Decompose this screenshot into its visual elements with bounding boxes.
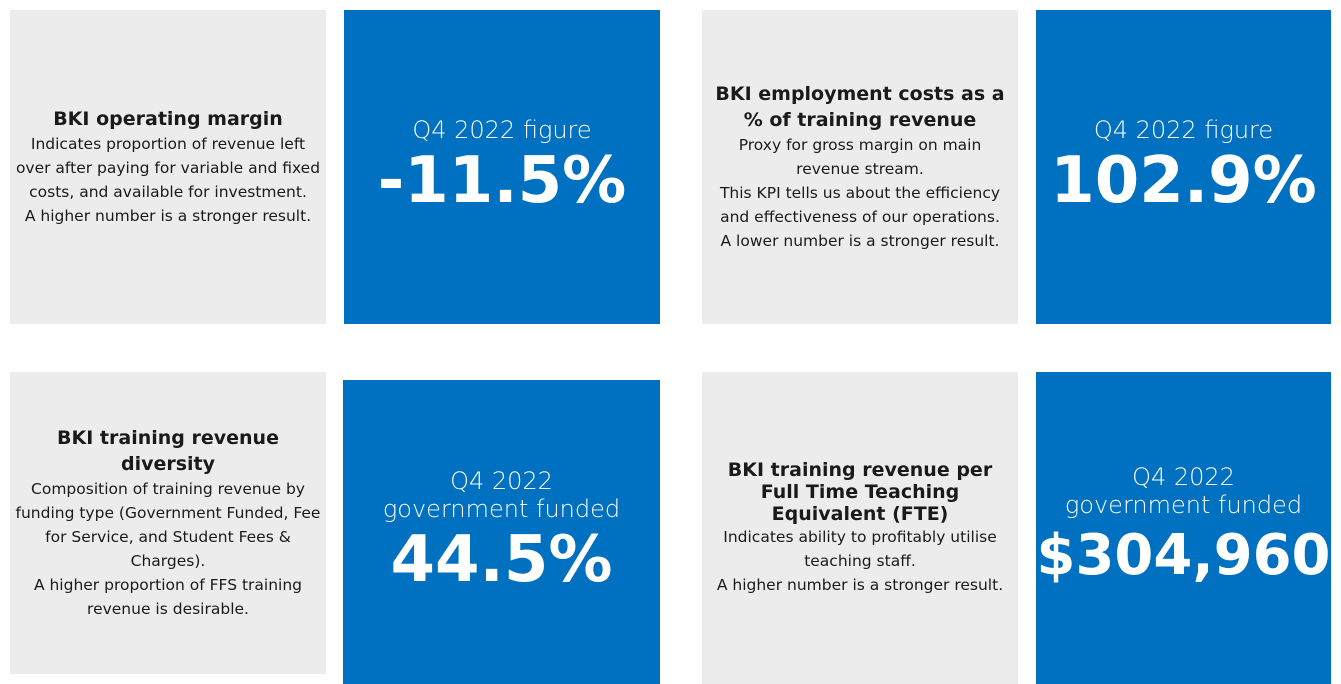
figure-value: -11.5% — [377, 144, 627, 218]
text: A higher proportion of FFS training reve… — [33, 576, 303, 618]
kpi-info: BKI training revenue diversity Compositi… — [10, 372, 326, 674]
kpi-figure: Q4 2022 government funded $304,960 — [1036, 372, 1331, 684]
figure-label: Q4 2022 figure — [412, 116, 592, 144]
figure-label: Q4 2022 — [1132, 463, 1235, 491]
text: Indicates proportion of revenue left ove… — [15, 135, 321, 201]
kpi-description: Indicates ability to profitably utilise … — [714, 525, 1006, 597]
figure-label: government funded — [1064, 491, 1303, 519]
kpi-description: Indicates proportion of revenue left ove… — [14, 132, 322, 228]
text: A lower number is a stronger result. — [720, 232, 1000, 250]
figure-value: $304,960 — [1036, 523, 1331, 588]
kpi-title: BKI training revenue per Full Time Teach… — [727, 459, 993, 525]
kpi-title: BKI employment costs as a % of training … — [715, 83, 1005, 131]
kpi-info: BKI operating margin Indicates proportio… — [10, 10, 326, 324]
kpi-figure: Q4 2022 figure -11.5% — [344, 10, 660, 324]
kpi-figure: Q4 2022 government funded 44.5% — [343, 380, 660, 684]
kpi-title: BKI operating margin — [53, 108, 283, 130]
text: A higher number is a stronger result. — [24, 207, 312, 225]
text: Indicates ability to profitably utilise … — [723, 528, 997, 570]
figure-value: 44.5% — [390, 523, 613, 597]
figure-label: government funded — [382, 495, 621, 523]
kpi-description: Composition of training revenue by fundi… — [14, 477, 322, 621]
text: Proxy for gross margin on main revenue s… — [738, 136, 982, 178]
kpi-info: BKI training revenue per Full Time Teach… — [702, 372, 1018, 684]
kpi-title: BKI training revenue diversity — [57, 427, 279, 475]
kpi-info: BKI employment costs as a % of training … — [702, 10, 1018, 324]
kpi-description: Proxy for gross margin on main revenue s… — [712, 133, 1008, 253]
kpi-figure: Q4 2022 figure 102.9% — [1036, 10, 1331, 324]
text: This KPI tells us about the efficiency a… — [719, 184, 1001, 226]
text: Composition of training revenue by fundi… — [15, 480, 321, 570]
figure-label: Q4 2022 figure — [1093, 116, 1274, 144]
figure-value: 102.9% — [1050, 144, 1317, 218]
text: A higher number is a stronger result. — [716, 576, 1004, 594]
figure-label: Q4 2022 — [450, 467, 553, 495]
